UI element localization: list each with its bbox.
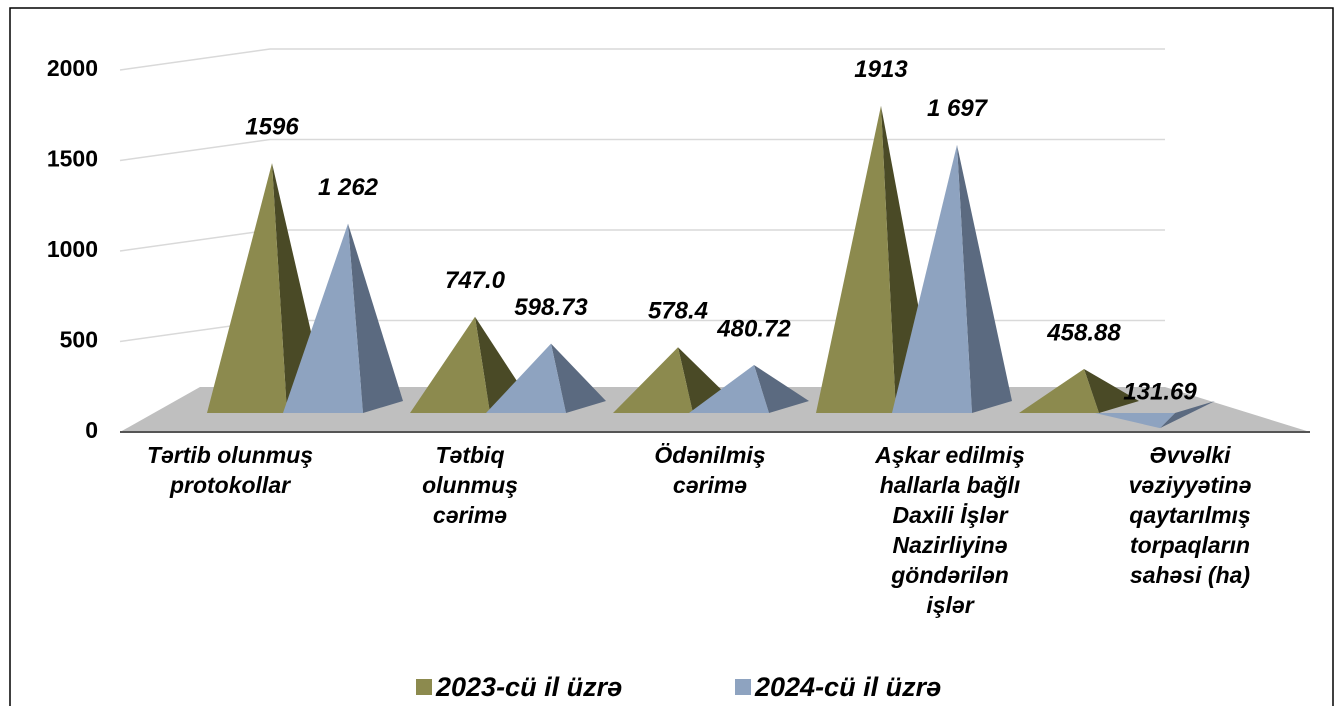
pyramid [816,105,896,413]
pyramid-side [957,144,1012,413]
y-tick-label: 1000 [47,236,98,262]
pyramid [283,223,363,413]
pyramid [892,144,972,413]
value-label: 480.72 [716,315,791,342]
legend-label: 2023-cü il üzrə [435,672,622,702]
x-tick-label: Aşkar edilmiş hallarla bağlı Daxili İşlə… [875,442,1025,618]
value-label: 1596 [245,113,299,140]
grid-line [119,48,1165,71]
pyramid [613,347,693,413]
pyramid [410,316,490,413]
value-label: 747.0 [445,267,506,294]
x-tick-label: Tətbiq olunmuş cərimə [422,442,518,528]
value-label: 1 262 [318,174,379,201]
y-tick-label: 1500 [47,146,98,172]
y-tick-label: 500 [60,327,98,353]
value-label: 458.88 [1046,319,1121,346]
value-label: 1 697 [927,95,989,122]
value-label: 598.73 [514,294,588,321]
legend-label: 2024-cü il üzrə [754,672,941,702]
legend-swatch [416,679,432,695]
pyramid [207,163,287,413]
pyramid [486,343,566,413]
value-label: 1913 [854,56,908,83]
frame [9,7,1334,706]
pyramid-side [1160,401,1215,429]
pyramid [1019,368,1099,413]
pyramid-side [348,223,403,413]
pyramid-side [754,364,809,413]
value-label: 131.69 [1123,379,1197,406]
x-tick-label: Əvvəlki vəziyyətinə qaytarılmış torpaqla… [1128,442,1252,588]
pyramid [1095,413,1175,429]
x-tick-label: Tərtib olunmuş protokollar [146,442,314,498]
legend-swatch [735,679,751,695]
pyramid [689,364,769,413]
y-tick-label: 2000 [47,55,98,81]
y-tick-label: 0 [85,417,98,443]
grid-line [119,138,1165,162]
pyramid-side [1084,368,1139,413]
pyramid-side [551,343,606,413]
value-label: 578.4 [648,298,708,325]
x-tick-label: Ödənilmiş cərimə [654,442,766,498]
